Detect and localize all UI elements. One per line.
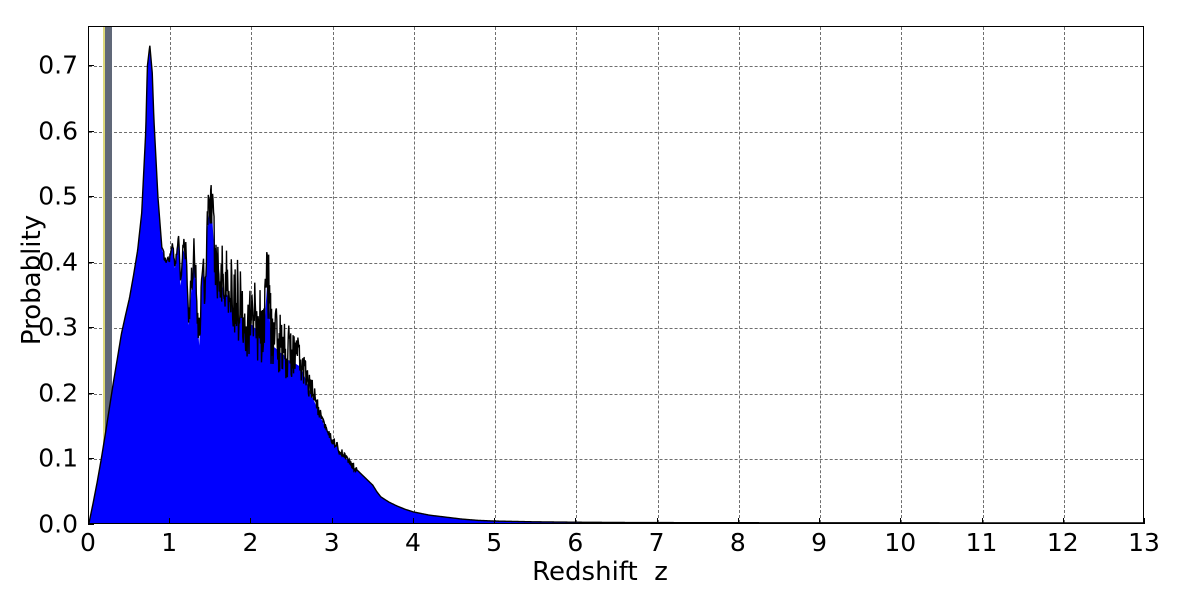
gridline-vertical (332, 27, 334, 523)
x-tick-label: 7 (648, 528, 665, 557)
x-tick-mark (331, 518, 333, 524)
y-axis-title: Probablity (17, 214, 47, 346)
x-tick-label: 9 (811, 528, 828, 557)
y-tick-mark (88, 196, 94, 198)
y-tick-mark (88, 524, 94, 525)
y-tick-label: 0.7 (38, 50, 78, 80)
y-tick-label: 0.3 (38, 312, 78, 342)
x-tick-label: 1 (161, 528, 178, 557)
gridline-horizontal (89, 131, 1143, 133)
gridline-vertical (1063, 27, 1065, 523)
x-axis-title: Redshift z (532, 557, 668, 587)
x-tick-label: 4 (404, 528, 421, 557)
y-tick-label: 0.2 (38, 378, 78, 408)
y-tick-mark (88, 392, 94, 394)
x-tick-mark (1062, 518, 1064, 524)
probability-distribution-curve (89, 45, 1143, 523)
gridline-vertical (657, 27, 659, 523)
y-tick-mark (88, 261, 94, 263)
plot-area (88, 26, 1144, 524)
y-tick-label: 0.0 (38, 509, 78, 539)
x-tick-label: 8 (729, 528, 746, 557)
x-tick-mark (250, 518, 252, 524)
x-tick-label: 2 (242, 528, 259, 557)
gridline-horizontal (89, 66, 1143, 68)
x-tick-label: 11 (965, 528, 998, 557)
x-tick-label: 12 (1046, 528, 1079, 557)
y-tick-mark (88, 65, 94, 67)
x-tick-label: 6 (567, 528, 584, 557)
gridline-horizontal (89, 262, 1143, 264)
x-tick-mark (1144, 518, 1145, 524)
x-tick-label: 5 (486, 528, 503, 557)
x-tick-label: 0 (80, 528, 96, 557)
gridline-vertical (251, 27, 253, 523)
y-tick-mark (88, 458, 94, 460)
x-tick-mark (981, 518, 983, 524)
x-tick-mark (575, 518, 577, 524)
x-tick-label: 3 (323, 528, 340, 557)
gridline-horizontal (89, 393, 1143, 395)
x-tick-label: 10 (884, 528, 917, 557)
y-tick-mark (88, 327, 94, 329)
x-tick-mark (737, 518, 739, 524)
x-tick-mark (88, 518, 89, 524)
gridline-vertical (738, 27, 740, 523)
x-tick-mark (169, 518, 171, 524)
y-tick-label: 0.1 (38, 443, 78, 473)
gridline-vertical (413, 27, 415, 523)
gridline-horizontal (89, 328, 1143, 330)
gridline-vertical (495, 27, 497, 523)
gray-band (105, 27, 112, 523)
x-tick-label: 13 (1128, 528, 1160, 557)
y-tick-label: 0.6 (38, 116, 78, 146)
gridline-vertical (820, 27, 822, 523)
distribution-fill (89, 45, 1143, 523)
x-tick-mark (819, 518, 821, 524)
x-tick-mark (900, 518, 902, 524)
gridline-vertical (576, 27, 578, 523)
gridline-vertical (901, 27, 903, 523)
gridline-vertical (982, 27, 984, 523)
y-tick-mark (88, 130, 94, 132)
x-tick-mark (656, 518, 658, 524)
gridline-horizontal (89, 459, 1143, 461)
gridline-horizontal (89, 197, 1143, 199)
x-tick-mark (412, 518, 414, 524)
distribution-outline (89, 45, 1143, 523)
y-tick-label: 0.5 (38, 181, 78, 211)
x-tick-mark (494, 518, 496, 524)
y-tick-label: 0.4 (38, 247, 78, 277)
